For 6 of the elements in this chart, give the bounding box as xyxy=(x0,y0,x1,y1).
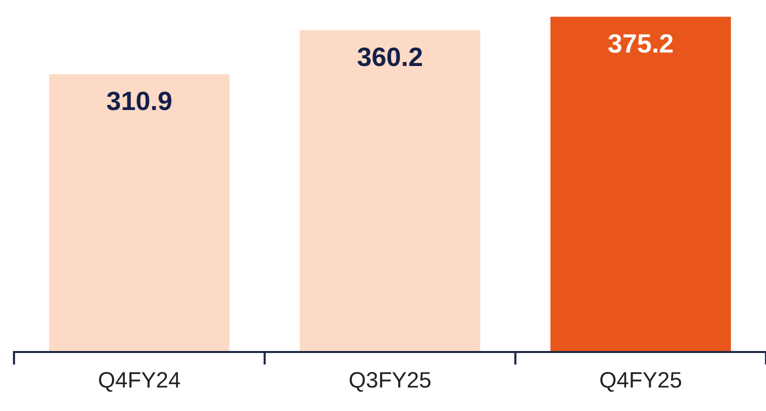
x-tick-label: Q4FY24 xyxy=(99,372,180,392)
x-tick-label: Q3FY25 xyxy=(350,372,430,392)
data-label: 310.9 xyxy=(106,92,172,110)
data-label: 375.2 xyxy=(608,34,673,53)
x-tick-label: Q4FY25 xyxy=(600,372,682,392)
data-label: 360.2 xyxy=(358,48,422,66)
